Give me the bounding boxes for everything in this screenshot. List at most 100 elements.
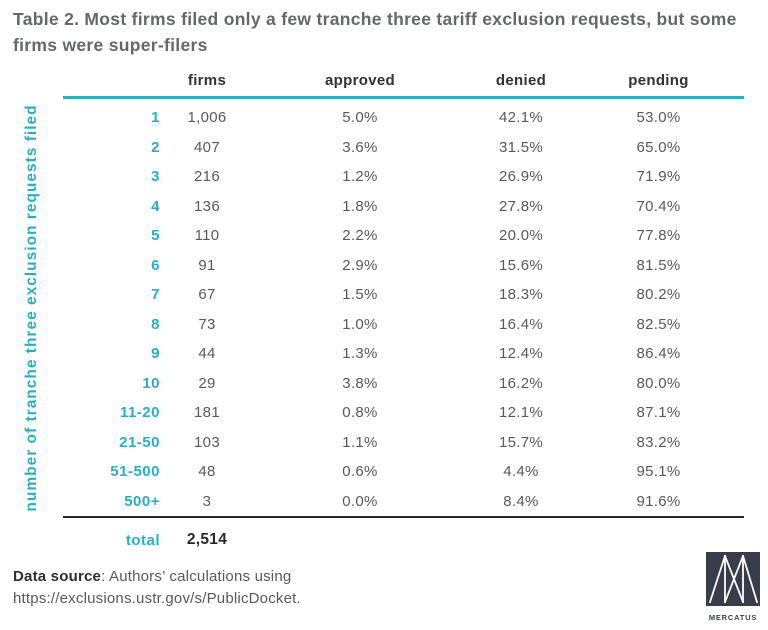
cell-pending: 71.9% bbox=[636, 168, 681, 186]
table-row: 1 1,006 5.0% 42.1% 53.0% bbox=[63, 98, 744, 133]
table-total-row: total 2,514 bbox=[63, 516, 744, 549]
cell-pending: 77.8% bbox=[636, 227, 681, 245]
cell-denied: 20.0% bbox=[498, 227, 544, 245]
data-source-url: https://exclusions.ustr.gov/s/PublicDock… bbox=[13, 589, 301, 607]
row-label: 1 bbox=[151, 109, 160, 127]
cell-approved: 1.1% bbox=[342, 433, 378, 451]
row-label: 51-500 bbox=[110, 463, 160, 481]
row-label: 500+ bbox=[124, 492, 160, 510]
exclusion-requests-table: firms approved denied pending 1 1,006 5.… bbox=[63, 72, 744, 549]
cell-pending: 95.1% bbox=[636, 463, 681, 481]
cell-firms: 216 bbox=[194, 168, 220, 186]
row-label: 6 bbox=[151, 256, 160, 274]
cell-denied: 16.2% bbox=[498, 374, 544, 392]
cell-firms: 136 bbox=[194, 197, 220, 215]
cell-approved: 0.6% bbox=[342, 463, 378, 481]
table-row: 5 110 2.2% 20.0% 77.8% bbox=[63, 221, 744, 251]
data-source-text: : Authors’ calculations using bbox=[101, 568, 292, 585]
table-row: 11-20 181 0.8% 12.1% 87.1% bbox=[63, 398, 744, 428]
cell-pending: 81.5% bbox=[636, 256, 681, 274]
table-row: 10 29 3.8% 16.2% 80.0% bbox=[63, 369, 744, 399]
cell-pending: 82.5% bbox=[636, 315, 681, 333]
data-source-label: Data source bbox=[13, 568, 102, 585]
cell-approved: 1.3% bbox=[342, 345, 378, 363]
cell-firms: 29 bbox=[198, 374, 216, 392]
cell-approved: 2.9% bbox=[342, 256, 378, 274]
cell-approved: 0.0% bbox=[342, 492, 378, 510]
row-label: 21-50 bbox=[119, 433, 160, 451]
row-label: 2 bbox=[151, 138, 160, 156]
cell-firms: 407 bbox=[194, 138, 220, 156]
cell-approved: 3.6% bbox=[342, 138, 378, 156]
cell-pending: 86.4% bbox=[636, 345, 681, 363]
cell-denied: 31.5% bbox=[498, 138, 544, 156]
cell-approved: 3.8% bbox=[342, 374, 378, 392]
cell-pending: 80.0% bbox=[636, 374, 681, 392]
cell-denied: 16.4% bbox=[498, 315, 544, 333]
mercatus-logo: MERCATUS bbox=[705, 552, 761, 622]
cell-approved: 1.5% bbox=[342, 286, 378, 304]
table-row: 500+ 3 0.0% 8.4% 91.6% bbox=[63, 487, 744, 518]
cell-firms: 1,006 bbox=[187, 109, 227, 127]
cell-firms: 48 bbox=[198, 463, 216, 481]
cell-pending: 83.2% bbox=[636, 433, 681, 451]
cell-approved: 1.0% bbox=[342, 315, 378, 333]
row-axis-label: number of tranche three exclusion reques… bbox=[23, 104, 40, 512]
table-row: 6 91 2.9% 15.6% 81.5% bbox=[63, 251, 744, 281]
cell-denied: 15.7% bbox=[498, 433, 544, 451]
total-firms-value: 2,514 bbox=[163, 516, 251, 549]
row-label: 8 bbox=[151, 315, 160, 333]
cell-firms: 91 bbox=[198, 256, 216, 274]
header-spacer bbox=[63, 72, 163, 99]
cell-firms: 73 bbox=[198, 315, 216, 333]
cell-firms: 110 bbox=[194, 227, 220, 245]
table-row: 8 73 1.0% 16.4% 82.5% bbox=[63, 310, 744, 340]
row-label: 9 bbox=[151, 345, 160, 363]
cell-denied: 12.1% bbox=[498, 404, 544, 422]
row-label: 10 bbox=[142, 374, 160, 392]
cell-firms: 181 bbox=[194, 404, 220, 422]
total-label: total bbox=[63, 516, 163, 549]
cell-approved: 2.2% bbox=[342, 227, 378, 245]
cell-firms: 3 bbox=[202, 492, 212, 510]
row-label: 5 bbox=[151, 227, 160, 245]
row-label: 3 bbox=[151, 168, 160, 186]
cell-pending: 91.6% bbox=[636, 492, 681, 510]
table-row: 9 44 1.3% 12.4% 86.4% bbox=[63, 339, 744, 369]
column-header-pending: pending bbox=[573, 72, 744, 99]
cell-denied: 4.4% bbox=[503, 463, 539, 481]
table-row: 21-50 103 1.1% 15.7% 83.2% bbox=[63, 428, 744, 458]
cell-pending: 65.0% bbox=[636, 138, 681, 156]
mercatus-logo-wordmark: MERCATUS bbox=[708, 613, 758, 622]
cell-pending: 53.0% bbox=[636, 109, 681, 127]
column-header-firms: firms bbox=[163, 72, 251, 99]
table-row: 3 216 1.2% 26.9% 71.9% bbox=[63, 162, 744, 192]
cell-approved: 0.8% bbox=[342, 404, 378, 422]
cell-pending: 87.1% bbox=[636, 404, 681, 422]
table-row: 2 407 3.6% 31.5% 65.0% bbox=[63, 133, 744, 163]
cell-pending: 80.2% bbox=[636, 286, 681, 304]
cell-denied: 15.6% bbox=[498, 256, 544, 274]
cell-denied: 27.8% bbox=[498, 197, 544, 215]
table-header-row: firms approved denied pending bbox=[63, 72, 744, 99]
data-source-note: Data source: Authors’ calculations using… bbox=[13, 566, 301, 609]
cell-approved: 1.8% bbox=[342, 197, 378, 215]
mercatus-logo-icon bbox=[706, 552, 760, 606]
table-row: 4 136 1.8% 27.8% 70.4% bbox=[63, 192, 744, 222]
cell-firms: 103 bbox=[194, 433, 220, 451]
cell-denied: 12.4% bbox=[498, 345, 544, 363]
cell-denied: 26.9% bbox=[498, 168, 544, 186]
data-source-line-1: Data source: Authors’ calculations using bbox=[13, 566, 301, 588]
row-label: 7 bbox=[151, 286, 160, 304]
figure-title: Table 2. Most firms filed only a few tra… bbox=[13, 9, 737, 55]
cell-approved: 5.0% bbox=[342, 109, 378, 127]
cell-firms: 67 bbox=[198, 286, 216, 304]
column-header-denied: denied bbox=[469, 72, 573, 99]
cell-denied: 18.3% bbox=[498, 286, 544, 304]
table-row: 7 67 1.5% 18.3% 80.2% bbox=[63, 280, 744, 310]
row-label: 11-20 bbox=[119, 404, 160, 422]
cell-approved: 1.2% bbox=[342, 168, 378, 186]
row-label: 4 bbox=[151, 197, 160, 215]
cell-denied: 8.4% bbox=[503, 492, 539, 510]
